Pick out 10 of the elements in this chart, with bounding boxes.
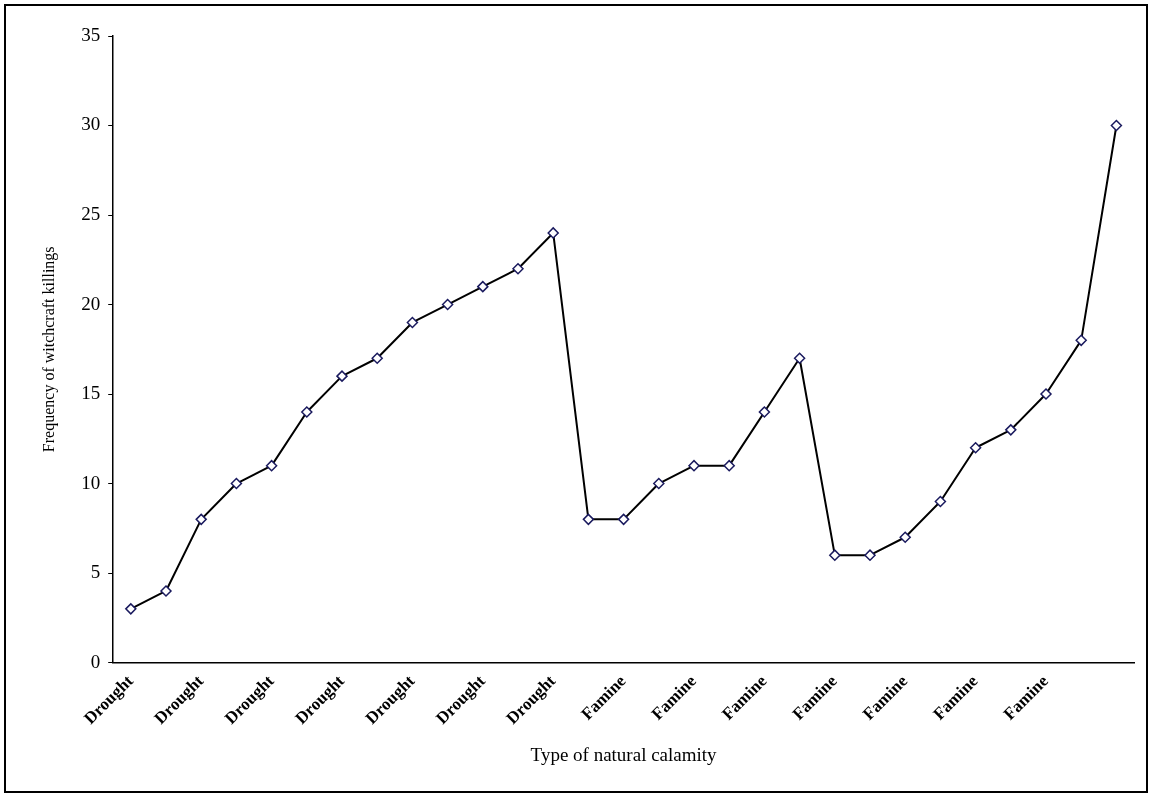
- x-axis-title: Type of natural calamity: [530, 743, 718, 765]
- y-tick-label: 20: [81, 292, 101, 314]
- y-tick-label: 10: [81, 471, 101, 493]
- y-tick-label: 15: [81, 382, 101, 404]
- y-tick-label: 0: [90, 650, 101, 672]
- y-axis-title: Frequency of witchcraft killings: [39, 246, 58, 453]
- y-tick-label: 30: [81, 113, 101, 135]
- y-tick-label: 25: [81, 203, 101, 225]
- y-tick-label: 35: [81, 23, 101, 45]
- y-tick-label: 5: [90, 561, 101, 583]
